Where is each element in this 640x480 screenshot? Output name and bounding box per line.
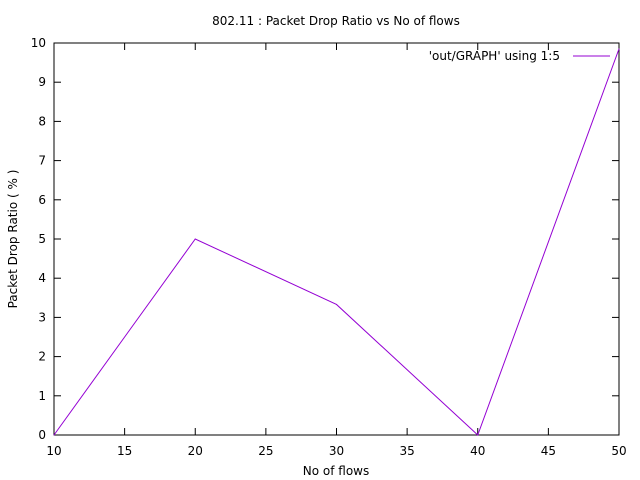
y-tick-label: 10 (31, 36, 46, 50)
y-tick-label: 4 (38, 271, 46, 285)
plot-frame (53, 42, 620, 436)
y-tick-label: 9 (38, 75, 46, 89)
y-tick-label: 5 (38, 232, 46, 246)
chart-title: 802.11 : Packet Drop Ratio vs No of flow… (212, 14, 460, 28)
y-tick-label: 2 (38, 350, 46, 364)
y-axis-label: Packet Drop Ratio ( % ) (6, 170, 20, 309)
x-axis-label: No of flows (303, 464, 369, 478)
y-tick-label: 3 (38, 310, 46, 324)
data-point (194, 238, 196, 240)
x-tick-label: 20 (188, 444, 203, 458)
x-tick-label: 15 (117, 444, 132, 458)
y-tick-label: 6 (38, 193, 46, 207)
y-axis-ticks: 0 1 2 3 4 5 6 7 8 9 10 (31, 36, 619, 442)
data-point (53, 434, 55, 436)
x-tick-label: 25 (258, 444, 273, 458)
series-line (53, 48, 620, 436)
legend-label: 'out/GRAPH' using 1:5 (429, 49, 560, 63)
x-axis-ticks: 10 15 20 25 30 35 40 45 50 (46, 43, 627, 458)
y-tick-label: 7 (38, 154, 46, 168)
x-tick-label: 10 (46, 444, 61, 458)
x-tick-label: 50 (611, 444, 626, 458)
legend: 'out/GRAPH' using 1:5 (429, 49, 610, 63)
data-point (618, 48, 620, 50)
data-point (477, 434, 479, 436)
x-tick-label: 30 (329, 444, 344, 458)
x-tick-label: 45 (541, 444, 556, 458)
y-tick-label: 1 (38, 389, 46, 403)
y-tick-label: 8 (38, 114, 46, 128)
y-tick-label: 0 (38, 428, 46, 442)
x-tick-label: 35 (399, 444, 414, 458)
series-group (53, 48, 620, 436)
x-tick-label: 40 (470, 444, 485, 458)
data-point (336, 303, 337, 305)
